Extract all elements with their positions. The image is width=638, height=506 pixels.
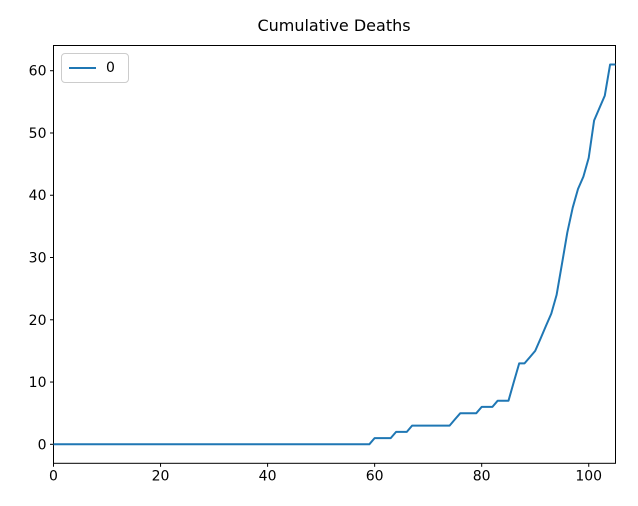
y-tick-label: 50 (29, 126, 47, 142)
x-tick-label: 0 (49, 468, 58, 484)
y-tick-label: 40 (29, 188, 47, 204)
legend: 0 (61, 53, 129, 83)
legend-series-label: 0 (106, 60, 115, 76)
y-tick-label: 0 (38, 437, 47, 453)
x-tick-label: 60 (366, 468, 384, 484)
y-tick-label: 20 (29, 313, 47, 329)
series-line-0 (53, 63, 616, 446)
y-tick-label: 10 (29, 375, 47, 391)
axes-border (53, 45, 616, 464)
x-tick-label: 100 (575, 468, 602, 484)
y-tick-label: 30 (29, 251, 47, 267)
x-tick-label: 40 (259, 468, 277, 484)
legend-line-sample (69, 67, 96, 69)
y-tick-label: 60 (29, 64, 47, 80)
x-tick-label: 80 (473, 468, 491, 484)
chart-title: Cumulative Deaths (257, 16, 411, 35)
x-tick-label: 20 (152, 468, 170, 484)
